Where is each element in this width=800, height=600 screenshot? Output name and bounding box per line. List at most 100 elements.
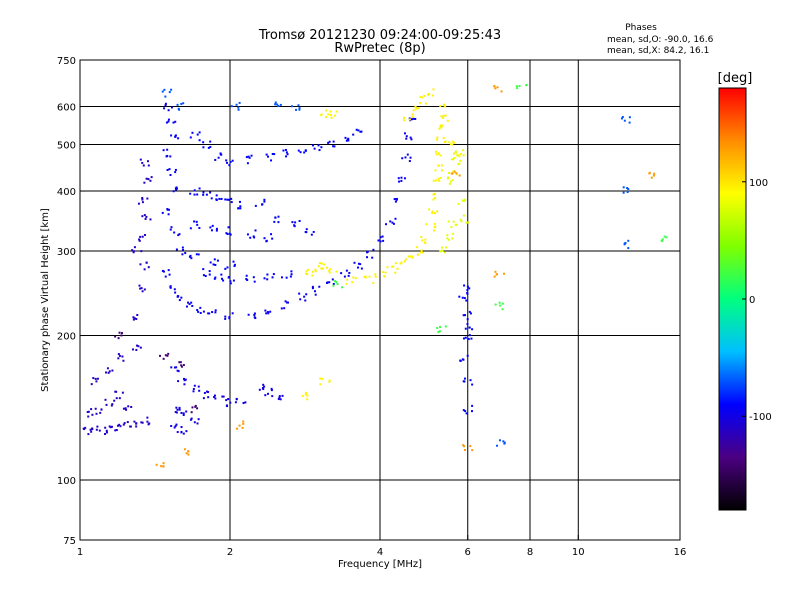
- data-point: [167, 109, 170, 112]
- data-point: [443, 251, 446, 254]
- data-point: [180, 365, 183, 368]
- data-point: [493, 85, 496, 88]
- data-point: [407, 255, 410, 258]
- data-point: [166, 208, 169, 211]
- data-point: [180, 102, 183, 105]
- data-point: [650, 176, 653, 179]
- data-point: [192, 390, 195, 393]
- data-point: [190, 301, 193, 304]
- data-point: [189, 418, 192, 421]
- data-point: [382, 239, 385, 242]
- data-point: [199, 306, 202, 309]
- data-point: [266, 311, 269, 314]
- data-point: [318, 285, 321, 288]
- data-point: [169, 228, 172, 231]
- data-point: [135, 425, 138, 428]
- data-point: [198, 389, 201, 392]
- data-point: [400, 179, 403, 182]
- data-point: [381, 235, 384, 238]
- data-point: [237, 207, 240, 210]
- data-point: [174, 291, 177, 294]
- data-point: [178, 408, 181, 411]
- data-point: [252, 235, 255, 238]
- data-point: [269, 310, 272, 313]
- data-point: [143, 181, 146, 184]
- data-point: [451, 140, 454, 143]
- data-point: [442, 137, 445, 140]
- data-point: [419, 95, 422, 98]
- data-point: [180, 364, 183, 367]
- chart-title-line2: RwPretec (8p): [334, 41, 425, 56]
- data-point: [320, 267, 323, 270]
- data-point: [229, 282, 232, 285]
- data-point: [621, 115, 624, 118]
- data-point: [442, 114, 445, 117]
- data-point: [196, 422, 199, 425]
- data-point: [138, 239, 141, 242]
- data-point: [438, 127, 441, 130]
- data-point: [166, 154, 169, 157]
- data-point: [283, 307, 286, 310]
- data-point: [108, 370, 111, 373]
- data-point: [196, 133, 199, 136]
- data-point: [332, 284, 335, 287]
- data-point: [147, 266, 150, 269]
- data-point: [263, 198, 266, 201]
- data-point: [222, 279, 225, 282]
- data-point: [324, 115, 327, 118]
- data-point: [184, 252, 187, 255]
- data-point: [230, 105, 233, 108]
- data-point: [417, 107, 420, 110]
- data-point: [193, 193, 196, 196]
- data-point: [665, 236, 668, 239]
- data-point: [462, 214, 465, 217]
- data-point: [213, 258, 216, 261]
- data-point: [90, 408, 93, 411]
- data-point: [170, 226, 173, 229]
- data-point: [280, 307, 283, 310]
- data-point: [178, 108, 181, 111]
- data-point: [227, 226, 230, 229]
- data-point: [417, 253, 420, 256]
- data-point: [463, 380, 466, 383]
- data-point: [304, 149, 307, 152]
- data-point: [329, 110, 332, 113]
- data-point: [110, 425, 113, 428]
- data-point: [143, 288, 146, 291]
- data-point: [108, 425, 111, 428]
- data-point: [141, 215, 144, 218]
- data-point: [228, 317, 231, 320]
- data-point: [391, 221, 394, 224]
- data-point: [215, 227, 218, 230]
- data-point: [463, 377, 466, 380]
- data-point: [525, 84, 528, 87]
- data-point: [498, 439, 501, 442]
- data-point: [144, 233, 147, 236]
- data-point: [421, 96, 424, 99]
- data-point: [109, 426, 112, 429]
- data-point: [174, 168, 177, 171]
- data-point: [425, 102, 428, 105]
- data-point: [213, 277, 216, 280]
- data-point: [623, 243, 626, 246]
- data-point: [622, 191, 625, 194]
- colorbar-label: [deg]: [718, 71, 753, 86]
- data-point: [94, 377, 97, 380]
- data-point: [180, 296, 183, 299]
- data-point: [224, 267, 227, 270]
- data-point: [189, 227, 192, 230]
- data-point: [213, 394, 216, 397]
- data-point: [207, 391, 210, 394]
- data-point: [190, 411, 193, 414]
- data-point: [456, 154, 459, 157]
- data-point: [197, 310, 200, 313]
- x-axis-label: Frequency [MHz]: [338, 559, 422, 570]
- data-point: [462, 149, 465, 152]
- data-point: [503, 272, 506, 275]
- data-point: [451, 143, 454, 146]
- data-point: [196, 407, 199, 410]
- data-point: [247, 155, 250, 158]
- data-point: [306, 398, 309, 401]
- data-point: [121, 391, 124, 394]
- data-point: [351, 281, 354, 284]
